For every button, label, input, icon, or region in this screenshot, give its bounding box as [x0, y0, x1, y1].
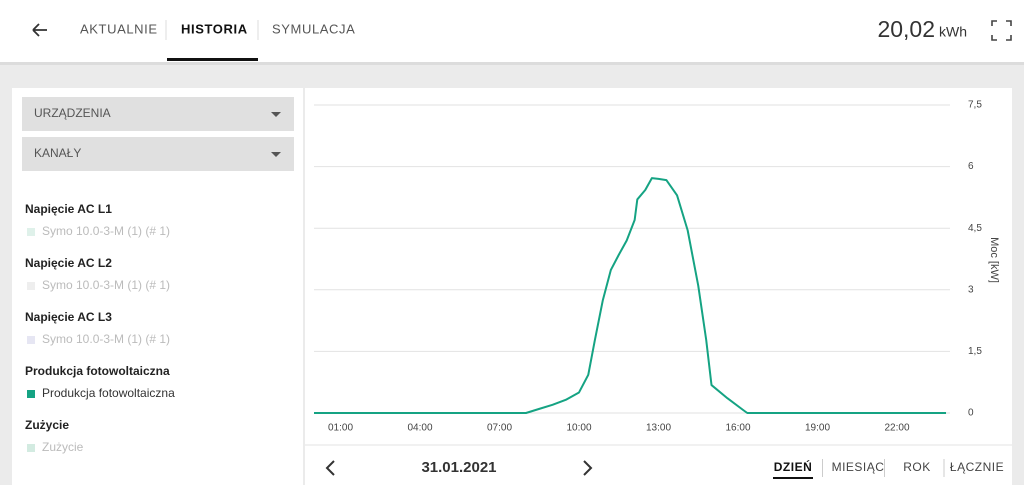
legend-swatch — [27, 390, 35, 398]
legend-item[interactable]: Symo 10.0-3-M (1) (# 1) — [42, 224, 170, 238]
active-tab-indicator — [167, 58, 258, 61]
y-tick-label: 1,5 — [968, 346, 982, 357]
legend-swatch — [27, 444, 35, 452]
x-tick-label: 19:00 — [805, 423, 830, 434]
legend-item[interactable]: Symo 10.0-3-M (1) (# 1) — [42, 332, 170, 346]
dropdown-label: URZĄDZENIA — [34, 106, 111, 120]
period-button[interactable]: ROK — [903, 460, 931, 474]
fullscreen-button[interactable] — [991, 20, 1012, 41]
x-tick-label: 13:00 — [646, 423, 671, 434]
back-button[interactable] — [32, 23, 47, 37]
x-tick-label: 01:00 — [328, 423, 353, 434]
nav-tab[interactable]: SYMULACJA — [272, 21, 355, 36]
dropdown[interactable] — [22, 97, 294, 131]
legend-group-title: Zużycie — [25, 418, 69, 432]
next-date-button[interactable] — [583, 460, 593, 476]
energy-value: 20,02 — [877, 16, 935, 42]
chart-panel — [305, 88, 1012, 485]
legend-swatch — [27, 228, 35, 236]
period-button[interactable]: MIESIĄC — [832, 460, 885, 474]
x-tick-label: 07:00 — [487, 423, 512, 434]
x-tick-label: 10:00 — [566, 423, 591, 434]
active-period-indicator — [773, 477, 813, 479]
dropdown-label: KANAŁY — [34, 146, 81, 160]
x-tick-label: 16:00 — [725, 423, 750, 434]
header-shadow — [0, 62, 1024, 65]
legend-item[interactable]: Symo 10.0-3-M (1) (# 1) — [42, 278, 170, 292]
y-tick-label: 4,5 — [968, 223, 982, 234]
y-axis-label: Moc [kW] — [988, 237, 1000, 283]
y-tick-label: 6 — [968, 161, 974, 172]
data-line — [314, 177, 947, 414]
y-tick-label: 7,5 — [968, 100, 982, 111]
y-tick-label: 0 — [968, 408, 974, 419]
x-tick-label: 22:00 — [884, 423, 909, 434]
legend-group-title: Napięcie AC L3 — [25, 310, 112, 324]
legend-item[interactable]: Zużycie — [42, 440, 84, 454]
nav-tab[interactable]: AKTUALNIE — [80, 21, 158, 36]
x-tick-label: 04:00 — [407, 423, 432, 434]
legend-item[interactable]: Produkcja fotowoltaiczna — [42, 386, 175, 400]
dropdown[interactable] — [22, 137, 294, 171]
legend-group-title: Napięcie AC L1 — [25, 202, 112, 216]
legend-group-title: Napięcie AC L2 — [25, 256, 112, 270]
legend-swatch — [27, 282, 35, 290]
y-tick-label: 3 — [968, 284, 974, 295]
dropdown-arrow — [271, 152, 281, 157]
period-button[interactable]: ŁĄCZNIE — [950, 460, 1004, 474]
header-bar — [0, 0, 1024, 62]
nav-tab[interactable]: HISTORIA — [181, 21, 248, 36]
prev-date-button[interactable] — [325, 460, 335, 476]
date-label: 31.01.2021 — [421, 459, 496, 476]
energy-unit: kWh — [939, 24, 967, 40]
legend-swatch — [27, 336, 35, 344]
period-button[interactable]: DZIEŃ — [774, 459, 813, 474]
dropdown-arrow — [271, 112, 281, 117]
legend-group-title: Produkcja fotowoltaiczna — [25, 364, 170, 378]
